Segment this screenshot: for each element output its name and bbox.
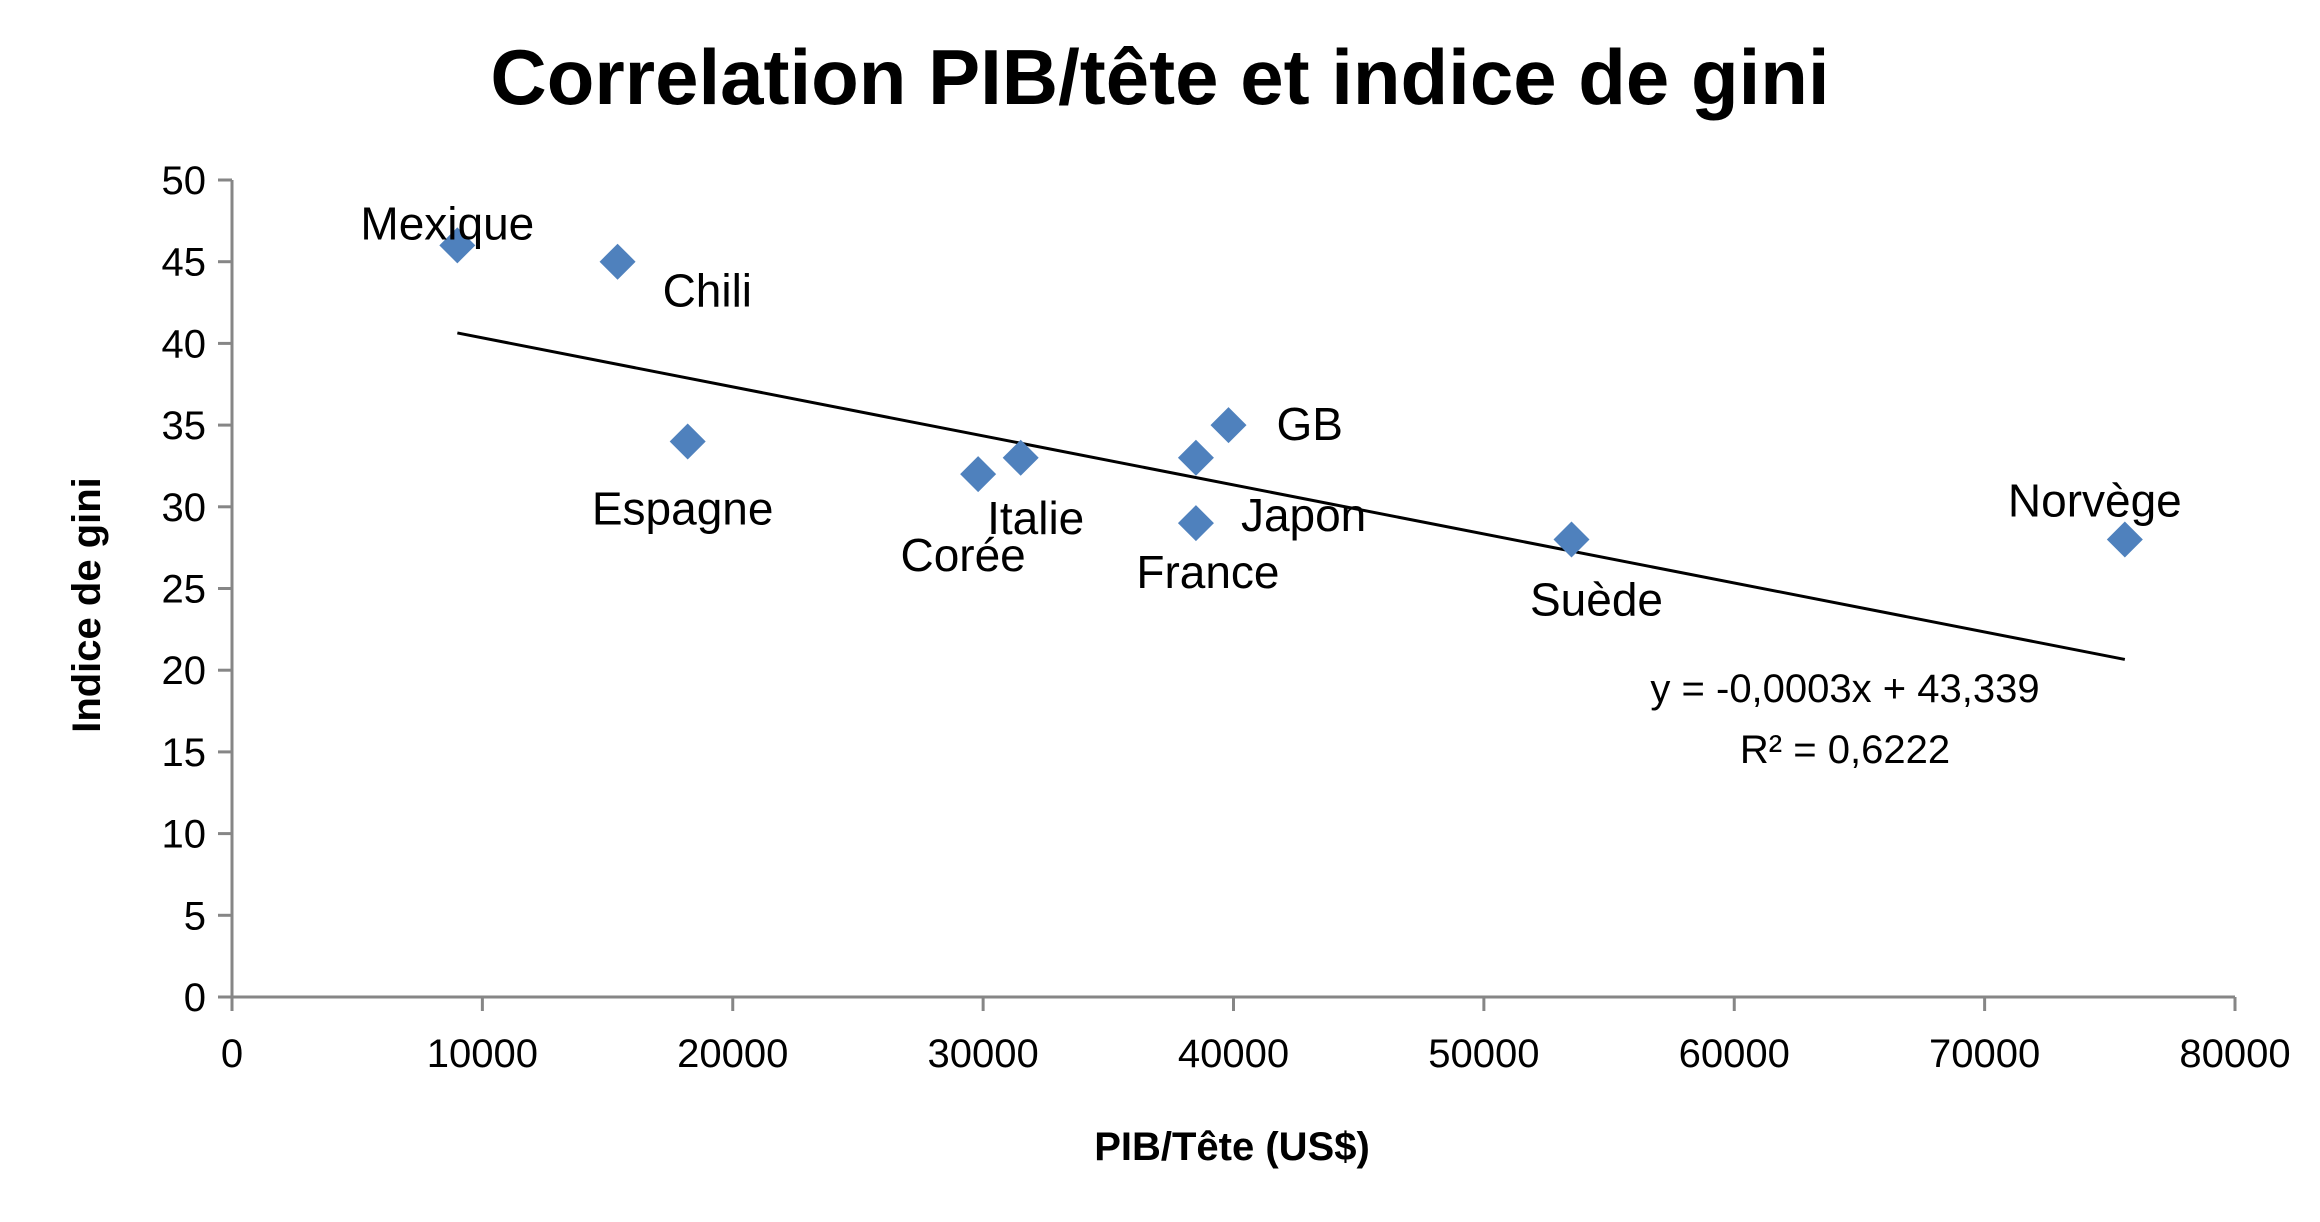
points-group xyxy=(439,227,2143,558)
chart-title: Correlation PIB/tête et indice de gini xyxy=(490,33,1830,121)
y-tick-label: 10 xyxy=(162,813,207,857)
x-tick-label: 10000 xyxy=(427,1032,538,1076)
data-point xyxy=(1210,407,1247,444)
point-label: GB xyxy=(1276,398,1342,450)
y-tick-label: 5 xyxy=(184,894,206,938)
x-tick-label: 60000 xyxy=(1679,1032,1790,1076)
data-point xyxy=(1553,521,1590,558)
y-tick-label: 20 xyxy=(162,649,207,693)
axes: 0 5 10 15 20 25 30 35 40 45 50 0 10000 20000 30000 4000… xyxy=(162,159,2291,1076)
point-label: Italie xyxy=(987,492,1084,544)
data-point xyxy=(439,227,476,264)
y-axis-label: Indice de gini xyxy=(65,477,109,733)
point-label: Norvège xyxy=(2008,474,2182,526)
point-label: Espagne xyxy=(592,482,774,534)
data-point xyxy=(669,423,706,460)
y-tick-label: 35 xyxy=(162,404,207,448)
y-tick-label: 30 xyxy=(162,486,207,530)
y-tick-label: 15 xyxy=(162,731,207,775)
point-label: Mexique xyxy=(360,197,534,249)
point-label: Corée xyxy=(900,529,1025,581)
data-point xyxy=(599,243,636,280)
data-point xyxy=(960,456,997,493)
x-axis-label: PIB/Tête (US$) xyxy=(1094,1125,1370,1169)
x-tick-label: 80000 xyxy=(2179,1032,2290,1076)
trendline xyxy=(457,331,2126,661)
point-label: Suède xyxy=(1530,573,1663,625)
point-label: France xyxy=(1136,546,1279,598)
x-tick-label: 70000 xyxy=(1929,1032,2040,1076)
x-tick-label: 40000 xyxy=(1178,1032,1289,1076)
x-tick-label: 30000 xyxy=(928,1032,1039,1076)
point-label: Japon xyxy=(1241,489,1366,541)
data-point xyxy=(1177,505,1214,542)
data-point xyxy=(1177,439,1214,476)
trendline-r-squared: R² = 0,6222 xyxy=(1740,728,1950,772)
y-tick-label: 50 xyxy=(162,159,207,203)
x-tick-label: 20000 xyxy=(677,1032,788,1076)
point-label: Chili xyxy=(663,265,752,317)
y-tick-label: 40 xyxy=(162,322,207,366)
x-tick-label: 50000 xyxy=(1428,1032,1539,1076)
trendline-group xyxy=(457,331,2126,661)
y-tick-label: 0 xyxy=(184,976,206,1020)
data-point xyxy=(2106,521,2143,558)
trendline-equation: y = -0,0003x + 43,339 xyxy=(1650,667,2039,711)
y-tick-label: 25 xyxy=(162,568,207,612)
y-tick-label: 45 xyxy=(162,241,207,285)
data-point xyxy=(1002,439,1039,476)
x-tick-label: 0 xyxy=(221,1032,243,1076)
